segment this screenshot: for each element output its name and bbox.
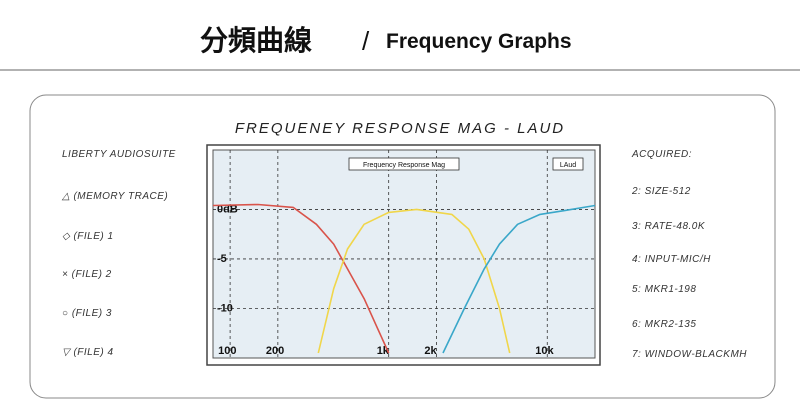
- header-title-en: Frequency Graphs: [386, 30, 572, 53]
- right-label: 7: WINDOW-BLACKMH: [632, 349, 747, 360]
- curve: [213, 203, 390, 354]
- left-label: △ (MEMORY TRACE): [61, 191, 168, 202]
- right-label: 3: RATE-48.0K: [632, 221, 706, 232]
- right-label: 6: MKR2-135: [632, 319, 696, 330]
- left-label: ○ (FILE) 3: [62, 308, 112, 319]
- right-label: 4: INPUT-MIC/H: [632, 254, 711, 265]
- curve: [442, 204, 595, 354]
- y-tick-label: 0dB: [217, 203, 238, 215]
- curves: [213, 203, 595, 354]
- right-label: ACQUIRED:: [631, 149, 692, 160]
- subtitle-box: [552, 157, 584, 171]
- x-tick-label: 10k: [535, 345, 554, 357]
- curve: [317, 208, 511, 354]
- left-labels: LIBERTY AUDIOSUITE △ (MEMORY TRACE) ◇ (FIL…: [61, 149, 176, 358]
- right-label: 5: MKR1-198: [632, 284, 696, 295]
- left-label: LIBERTY AUDIOSUITE: [62, 149, 176, 160]
- x-tick-label: 2k: [424, 345, 437, 357]
- chart-subtitle: LAud: [560, 162, 576, 169]
- header-title-cn: 分頻曲線: [200, 24, 312, 56]
- chart-title: Frequency Response Mag: [363, 162, 445, 169]
- y-tick-label: -10: [217, 302, 233, 314]
- x-tick-label: 200: [266, 345, 284, 357]
- right-label: 2: SIZE-512: [631, 186, 691, 197]
- left-label: ▽ (FILE) 4: [62, 347, 114, 358]
- right-labels: ACQUIRED: 2: SIZE-512 3: RATE-48.0K 4: INPU…: [631, 149, 747, 360]
- panel-title: FREQUENEY RESPONSE MAG - LAUD: [235, 120, 565, 137]
- y-tick-label: -5: [217, 253, 227, 265]
- x-tick-label: 100: [218, 345, 236, 357]
- left-label: × (FILE) 2: [62, 269, 112, 280]
- plot-area: [212, 149, 596, 359]
- title-box: [348, 157, 460, 171]
- left-label: ◇ (FILE) 1: [62, 231, 114, 242]
- header-separator: /: [362, 26, 370, 56]
